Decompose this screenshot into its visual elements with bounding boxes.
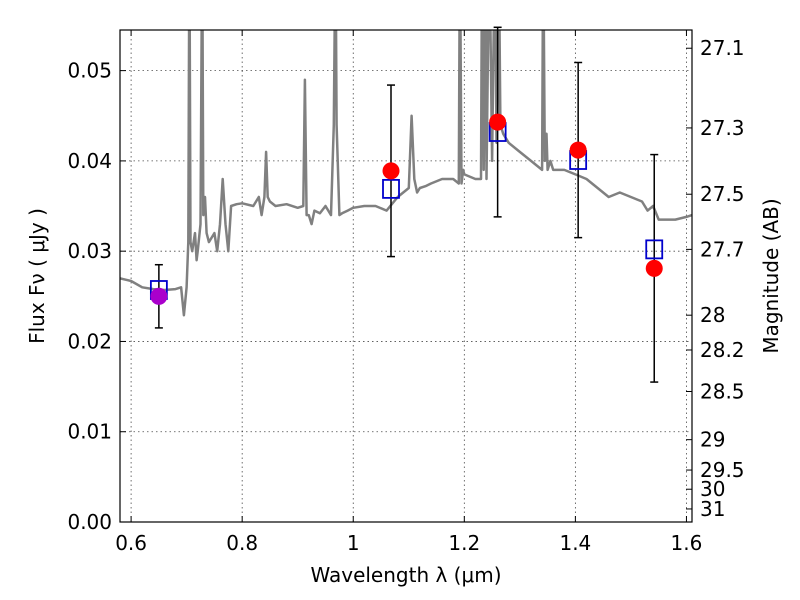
observed-point — [569, 141, 587, 159]
x-tick-label: 0.8 — [226, 531, 258, 555]
y2-tick-label: 27.1 — [700, 36, 745, 60]
observed-point — [150, 287, 168, 305]
x-tick-label: 1.6 — [671, 531, 703, 555]
y-tick-label: 0.02 — [67, 329, 112, 353]
y2-tick-label: 27.7 — [700, 237, 745, 261]
y2-axis-title: Magnitude (AB) — [759, 198, 783, 353]
y2-tick-label: 28 — [700, 303, 725, 327]
y2-tick-label: 31 — [700, 497, 725, 521]
y2-tick-label: 30 — [700, 477, 725, 501]
plot-frame — [119, 29, 693, 523]
y2-tick-label: 28.2 — [700, 338, 745, 362]
observed-point — [489, 113, 507, 131]
axes: 0.6 0.8 1 1.2 1.4 1.6 0.00 0.01 0.02 0.03 0.04 0.05… — [67, 30, 745, 555]
y2-tick-label: 27.5 — [700, 182, 745, 206]
y2-tick-label: 28.5 — [700, 380, 745, 404]
x-tick-label: 1.2 — [448, 531, 480, 555]
plot-background — [120, 30, 692, 522]
y2-tick-label: 29.5 — [700, 458, 745, 482]
model-square — [382, 178, 400, 199]
y-tick-label: 0.05 — [67, 59, 112, 83]
x-axis-title: Wavelength λ (μm) — [310, 563, 501, 587]
y-tick-label: 0.00 — [67, 510, 112, 534]
y-axis-title: Flux Fν ( μJy ) — [25, 208, 49, 344]
spectrum-line — [120, 30, 692, 317]
x-tick-label: 0.6 — [115, 531, 147, 555]
y2-tick-label: 29 — [700, 428, 725, 452]
y-tick-label: 0.04 — [67, 149, 112, 173]
x-tick-label: 1.4 — [559, 531, 591, 555]
y-tick-label: 0.01 — [67, 420, 112, 444]
model-square — [645, 239, 664, 260]
observed-point — [645, 259, 663, 277]
marks-layer — [149, 26, 664, 383]
observed-point — [382, 162, 400, 180]
x-tick-label: 1 — [347, 531, 360, 555]
y-tick-label: 0.03 — [67, 239, 112, 263]
y2-tick-label: 27.3 — [700, 116, 745, 140]
series-layer — [120, 30, 692, 317]
